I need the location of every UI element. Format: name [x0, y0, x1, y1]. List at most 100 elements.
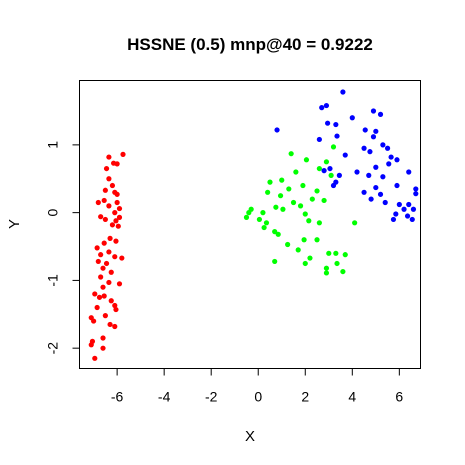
- data-point-series-1: [100, 335, 106, 341]
- data-point-series-1: [106, 249, 112, 255]
- x-axis: -6 -4 -2 0 2 4 6: [111, 368, 403, 405]
- data-point-series-1: [94, 245, 100, 251]
- y-tick-label: -1: [45, 274, 61, 287]
- data-point-series-3: [362, 127, 368, 133]
- x-tick-label: 0: [254, 389, 262, 405]
- data-point-series-2: [340, 268, 346, 275]
- data-point-series-1: [98, 252, 104, 258]
- data-point-series-2: [328, 172, 334, 178]
- data-point-series-1: [119, 255, 125, 261]
- data-point-series-1: [115, 223, 121, 229]
- x-tick-label: 6: [395, 389, 403, 405]
- data-point-series-2: [314, 188, 320, 194]
- data-point-series-1: [114, 191, 120, 197]
- data-point-series-1: [106, 279, 112, 286]
- data-point-series-3: [361, 189, 367, 195]
- data-point-series-1: [92, 355, 98, 361]
- data-point-series-1: [92, 291, 98, 297]
- data-point-series-3: [390, 216, 397, 223]
- data-point-series-2: [265, 189, 271, 195]
- data-point-series-1: [100, 345, 106, 351]
- data-point-series-3: [380, 174, 386, 180]
- data-point-series-3: [366, 172, 372, 178]
- data-point-series-2: [323, 265, 330, 271]
- data-point-series-3: [382, 199, 388, 206]
- data-point-series-3: [349, 115, 355, 121]
- data-point-series-2: [297, 203, 304, 209]
- data-point-series-1: [102, 187, 108, 193]
- data-point-series-2: [280, 206, 286, 212]
- data-point-series-1: [114, 161, 120, 167]
- data-point-series-1: [100, 284, 106, 290]
- data-point-series-3: [377, 111, 384, 117]
- data-point-series-1: [98, 274, 104, 280]
- data-point-series-2: [301, 237, 307, 243]
- y-tick-label: -2: [45, 342, 61, 355]
- data-point-series-3: [336, 172, 342, 178]
- data-point-series-2: [295, 247, 301, 253]
- data-point-series-1: [94, 304, 100, 311]
- data-point-series-3: [316, 136, 322, 143]
- data-point-series-2: [330, 144, 337, 150]
- data-point-series-2: [275, 231, 281, 237]
- data-point-series-2: [288, 151, 294, 157]
- plot-area-box: [79, 80, 421, 369]
- x-tick-label: 2: [301, 389, 309, 405]
- data-point-series-1: [96, 294, 103, 300]
- data-point-series-3: [406, 201, 412, 208]
- data-point-series-3: [373, 164, 379, 170]
- data-point-series-2: [309, 196, 315, 202]
- data-point-series-3: [413, 186, 419, 192]
- data-point-series-3: [388, 154, 394, 160]
- data-point-series-1: [114, 199, 120, 206]
- data-point-series-3: [330, 182, 337, 189]
- data-point-series-2: [314, 237, 320, 243]
- data-point-series-3: [393, 211, 399, 217]
- data-point-series-3: [327, 165, 333, 172]
- data-point-series-2: [286, 186, 292, 192]
- data-point-series-1: [106, 176, 112, 182]
- data-point-series-1: [120, 151, 126, 157]
- data-point-series-2: [246, 210, 252, 216]
- data-point-series-1: [116, 281, 123, 287]
- data-point-series-1: [100, 265, 106, 271]
- y-tick-label: 0: [45, 209, 61, 217]
- x-tick-label: 4: [348, 389, 356, 405]
- data-point-series-2: [285, 241, 291, 248]
- data-point-series-2: [326, 250, 332, 256]
- data-point-series-3: [342, 152, 348, 158]
- data-point-series-1: [95, 258, 101, 265]
- data-point-series-1: [116, 205, 123, 212]
- data-point-series-2: [303, 157, 310, 163]
- data-point-series-1: [102, 313, 108, 319]
- data-point-series-3: [406, 169, 412, 175]
- data-point-series-2: [263, 220, 270, 226]
- data-point-series-3: [386, 161, 392, 167]
- data-point-series-3: [370, 134, 377, 140]
- data-point-series-2: [290, 199, 297, 206]
- data-point-series-2: [323, 159, 330, 165]
- data-point-series-3: [334, 133, 340, 139]
- x-tick-label: -4: [158, 389, 171, 405]
- data-point-series-3: [377, 191, 384, 197]
- data-point-series-3: [340, 89, 346, 95]
- data-point-series-3: [333, 121, 339, 128]
- data-point-series-2: [316, 220, 322, 226]
- data-point-series-2: [273, 204, 279, 210]
- data-point-series-3: [384, 145, 391, 151]
- data-point-series-2: [260, 210, 266, 216]
- data-point-series-2: [323, 270, 330, 276]
- data-point-series-1: [113, 218, 119, 224]
- data-point-series-2: [334, 260, 340, 267]
- data-point-series-2: [352, 220, 358, 226]
- data-point-series-2: [306, 218, 312, 224]
- data-point-series-1: [116, 214, 123, 220]
- data-point-series-3: [323, 102, 330, 109]
- data-point-series-3: [404, 213, 411, 219]
- data-point-series-1: [103, 165, 110, 172]
- data-point-series-1: [101, 240, 107, 246]
- data-point-series-2: [293, 169, 299, 175]
- data-point-series-1: [91, 318, 97, 324]
- data-point-series-1: [113, 238, 119, 244]
